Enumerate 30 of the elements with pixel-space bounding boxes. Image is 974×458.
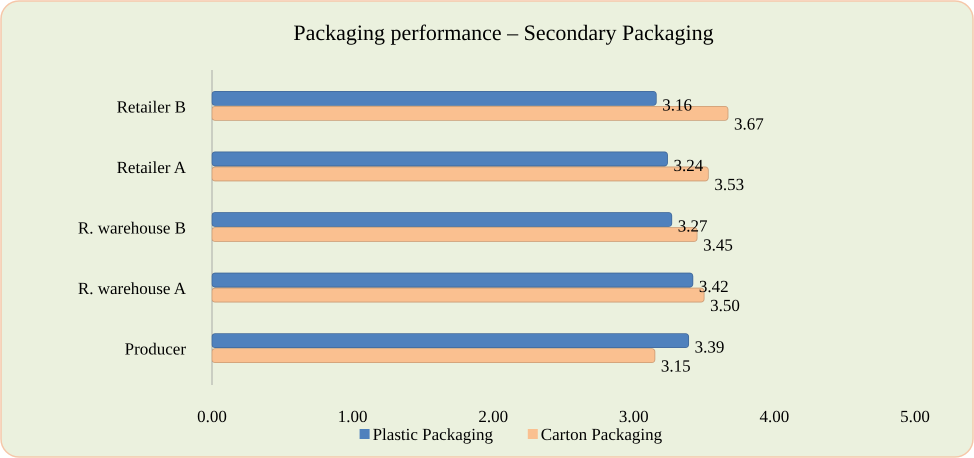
x-tick-label: 4.00 xyxy=(760,407,790,426)
data-label: 3.24 xyxy=(674,156,704,175)
legend-label: Plastic Packaging xyxy=(372,425,494,444)
data-label: 3.27 xyxy=(678,216,708,236)
bar xyxy=(212,333,690,348)
y-tick-label: R. warehouse A xyxy=(78,279,187,298)
bar xyxy=(212,348,656,364)
bar xyxy=(212,272,694,288)
bar xyxy=(212,152,668,166)
legend-label: Carton Packaging xyxy=(540,425,663,444)
data-label: 3.39 xyxy=(694,338,724,357)
y-tick-label: Retailer A xyxy=(116,158,187,177)
data-label: 3.16 xyxy=(662,95,692,114)
chart-title: Packaging performance – Secondary Packaging xyxy=(293,20,714,45)
data-label: 3.50 xyxy=(710,296,740,316)
x-tick-label: 3.00 xyxy=(618,407,649,426)
data-label: 3.67 xyxy=(734,114,764,134)
bar xyxy=(212,212,672,227)
x-tick-label: 2.00 xyxy=(478,407,508,426)
y-tick-label: R. warehouse B xyxy=(78,218,186,238)
x-tick-label: 1.00 xyxy=(338,407,368,426)
data-label: 3.42 xyxy=(698,277,729,296)
data-label: 3.45 xyxy=(703,236,733,254)
data-label: 3.15 xyxy=(660,356,691,376)
bar xyxy=(212,90,657,106)
x-tick-label: 5.00 xyxy=(900,407,930,426)
data-label: 3.53 xyxy=(714,174,744,194)
x-tick-label: 0.00 xyxy=(197,407,227,426)
y-tick-label: Retailer B xyxy=(116,97,186,116)
y-tick-label: Producer xyxy=(124,340,186,359)
